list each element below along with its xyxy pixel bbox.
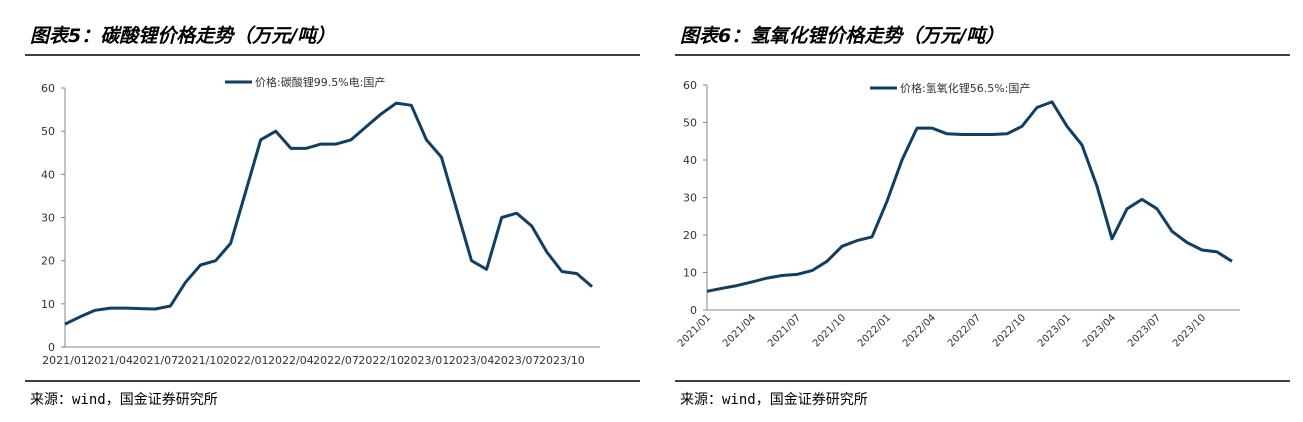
chart-title: 图表5：碳酸锂价格走势（万元/吨） [30, 25, 335, 47]
y-tick-label: 0 [690, 304, 697, 317]
y-tick-label: 30 [683, 192, 697, 205]
x-tick-label: 2021/07 [766, 312, 803, 349]
x-tick-label: 2022/01 [856, 312, 893, 349]
series-line [64, 101, 593, 326]
series-line [706, 100, 1233, 293]
x-tick-label: 2022/01 [223, 354, 269, 367]
y-tick-label: 20 [41, 255, 55, 268]
x-tick-label: 2021/10 [811, 312, 848, 349]
x-tick-label: 2021/01 [42, 354, 88, 367]
y-tick-label: 20 [683, 229, 697, 242]
y-tick-label: 40 [683, 154, 697, 167]
x-tick-label: 2022/04 [901, 312, 938, 349]
x-tick-label: 2023/01 [1036, 312, 1073, 349]
y-tick-label: 10 [683, 267, 697, 280]
y-tick-label: 60 [41, 82, 55, 95]
x-tick-label: 2021/04 [87, 354, 133, 367]
legend-label: 价格:碳酸锂99.5%电:国产 [255, 75, 385, 89]
y-tick-label: 50 [683, 117, 697, 130]
x-tick-label: 2021/04 [721, 312, 758, 349]
x-tick-label: 2023/10 [539, 354, 585, 367]
x-tick-label: 2023/07 [494, 354, 540, 367]
y-tick-label: 30 [41, 212, 55, 225]
x-tick-label: 2021/07 [132, 354, 178, 367]
legend-label: 价格:氢氧化锂56.5%:国产 [900, 81, 1030, 95]
x-tick-label: 2022/07 [946, 312, 983, 349]
y-tick-label: 10 [41, 298, 55, 311]
chart-title: 图表6：氢氧化锂价格走势（万元/吨） [680, 25, 1004, 47]
source: 来源：wind，国金证券研究所 [680, 392, 868, 408]
y-tick-label: 0 [48, 341, 55, 354]
x-tick-label: 2023/04 [449, 354, 495, 367]
x-tick-label: 2023/07 [1126, 312, 1163, 349]
x-tick-label: 2021/01 [676, 312, 713, 349]
x-tick-label: 2023/01 [404, 354, 450, 367]
y-tick-label: 50 [41, 125, 55, 138]
x-tick-label: 2022/10 [991, 312, 1028, 349]
x-tick-label: 2023/04 [1081, 312, 1118, 349]
x-tick-label: 2023/10 [1171, 312, 1208, 349]
x-tick-label: 2022/10 [358, 354, 404, 367]
x-tick-label: 2021/10 [178, 354, 224, 367]
source: 来源：wind，国金证券研究所 [30, 392, 218, 408]
y-tick-label: 40 [41, 168, 55, 181]
x-tick-label: 2022/07 [313, 354, 359, 367]
x-tick-label: 2022/04 [268, 354, 314, 367]
y-tick-label: 60 [683, 79, 697, 92]
